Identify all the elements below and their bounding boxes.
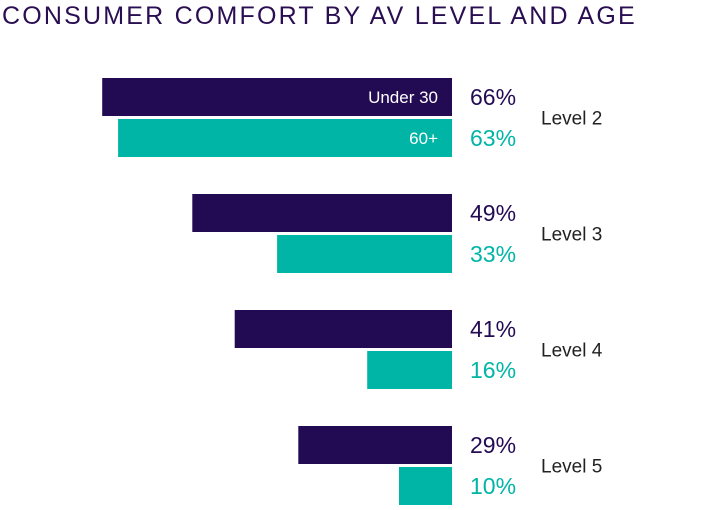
value-label: 16% [470, 357, 516, 383]
legend-label: Under 30 [368, 88, 438, 107]
value-label: 41% [470, 316, 516, 342]
value-label: 49% [470, 200, 516, 226]
chart-title: CONSUMER COMFORT BY AV LEVEL AND AGE [2, 2, 637, 30]
bar-area: 66% Under 30 63% 60+ Level 2 49% 33% Level 3 41%… [102, 78, 603, 505]
bar-under-30-4 [234, 310, 452, 348]
value-label: 63% [470, 125, 516, 151]
category-label: Level 2 [541, 109, 602, 130]
category-label: Level 5 [541, 457, 602, 478]
bar-under-30-5 [298, 426, 452, 464]
bar-60-plus-4 [367, 351, 452, 389]
category-label: Level 4 [541, 341, 603, 362]
bar-60-plus-2 [118, 119, 452, 157]
category-label: Level 3 [541, 225, 602, 246]
bar-60-plus-5 [399, 467, 452, 505]
value-label: 33% [470, 241, 516, 267]
value-label: 66% [470, 84, 516, 110]
bar-under-30-3 [192, 194, 453, 232]
value-label: 29% [470, 432, 516, 458]
legend-label: 60+ [409, 129, 438, 148]
value-label: 10% [470, 473, 516, 499]
bar-under-30-2 [102, 78, 452, 116]
bar-60-plus-3 [277, 235, 452, 273]
